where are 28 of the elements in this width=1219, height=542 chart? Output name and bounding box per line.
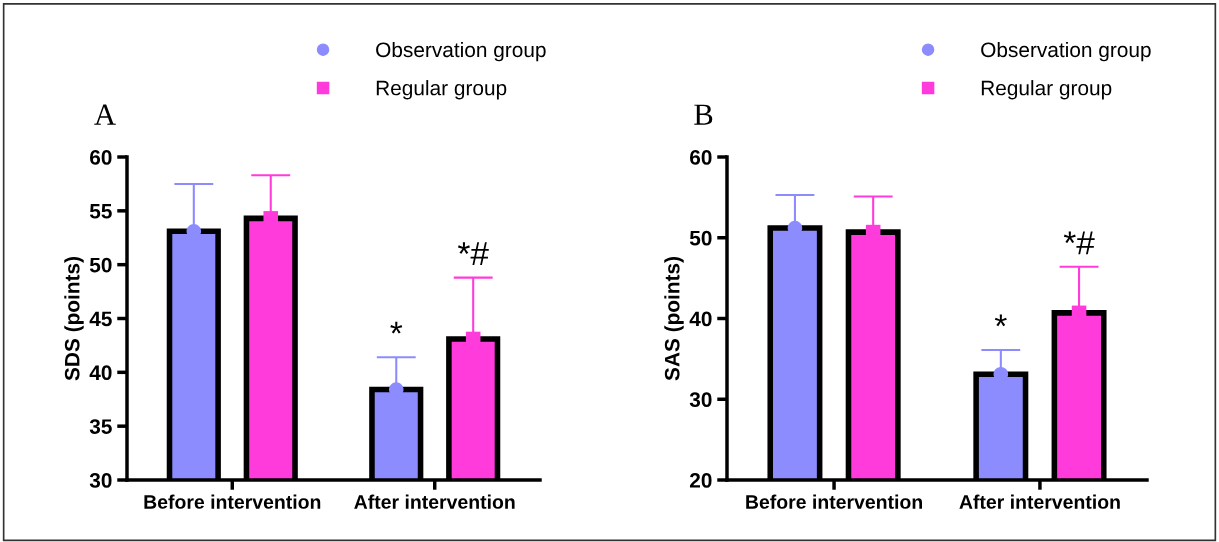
y-tick-label: 50 xyxy=(689,230,712,246)
x-tick-label: Before intervention xyxy=(746,494,922,509)
annotation: * xyxy=(994,314,1007,327)
chart-title: A xyxy=(94,104,116,125)
x-tick-label: After intervention xyxy=(354,494,515,509)
legend-label: Observation group xyxy=(981,41,1151,62)
y-tick-label: 30 xyxy=(689,392,712,408)
annotation: * xyxy=(390,321,403,334)
y-tick-label: 50 xyxy=(89,257,112,273)
legend-label: Regular group xyxy=(376,80,507,100)
y-tick-label: 40 xyxy=(689,311,712,327)
y-axis-title: SAS (points) xyxy=(664,257,684,381)
y-tick-label: 35 xyxy=(89,419,112,434)
y-tick-label: 40 xyxy=(89,365,112,381)
y-tick-label: 45 xyxy=(89,311,112,327)
y-tick-label: 60 xyxy=(690,150,712,165)
y-tick-label: 55 xyxy=(89,204,112,219)
y-tick-label: 60 xyxy=(90,150,112,165)
y-tick-label: 30 xyxy=(89,473,112,488)
legend-label: Regular group xyxy=(981,80,1112,100)
y-tick-label: 20 xyxy=(689,473,712,488)
chart-title: B xyxy=(694,104,713,125)
x-tick-label: Before intervention xyxy=(144,494,321,509)
annotation: *# xyxy=(1063,231,1095,255)
legend-label: Observation group xyxy=(376,41,546,62)
annotation: *# xyxy=(457,242,489,266)
y-axis-title: SDS (points) xyxy=(64,257,84,381)
x-tick-label: After intervention xyxy=(959,494,1120,509)
